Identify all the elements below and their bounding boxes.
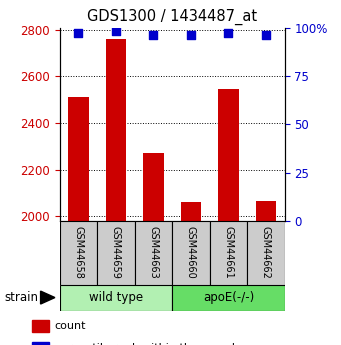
- Text: GSM44659: GSM44659: [111, 226, 121, 279]
- Point: [188, 32, 194, 38]
- Bar: [218, 89, 239, 345]
- Bar: [32, 342, 49, 345]
- Text: strain: strain: [5, 290, 39, 304]
- Text: GSM44661: GSM44661: [223, 226, 234, 279]
- Point: [76, 31, 81, 36]
- Bar: [60, 221, 97, 285]
- Text: wild type: wild type: [89, 291, 143, 304]
- Text: count: count: [54, 321, 85, 331]
- Text: GSM44660: GSM44660: [186, 226, 196, 279]
- Bar: [247, 221, 285, 285]
- Text: GSM44658: GSM44658: [73, 226, 84, 279]
- Bar: [135, 221, 172, 285]
- Text: percentile rank within the sample: percentile rank within the sample: [54, 343, 242, 345]
- Text: GSM44662: GSM44662: [261, 226, 271, 279]
- Point: [151, 32, 156, 38]
- Bar: [97, 221, 135, 285]
- Bar: [172, 221, 210, 285]
- Point: [226, 31, 231, 36]
- Bar: [143, 153, 164, 345]
- Bar: [172, 285, 285, 310]
- Bar: [256, 201, 276, 345]
- Bar: [60, 285, 172, 310]
- Bar: [210, 221, 247, 285]
- Text: apoE(-/-): apoE(-/-): [203, 291, 254, 304]
- Point: [113, 29, 119, 34]
- Polygon shape: [41, 291, 55, 304]
- Bar: [106, 39, 126, 345]
- Text: GSM44663: GSM44663: [148, 226, 159, 279]
- Bar: [32, 320, 49, 332]
- Title: GDS1300 / 1434487_at: GDS1300 / 1434487_at: [87, 9, 257, 25]
- Point: [263, 32, 269, 38]
- Bar: [181, 202, 201, 345]
- Bar: [68, 97, 89, 345]
